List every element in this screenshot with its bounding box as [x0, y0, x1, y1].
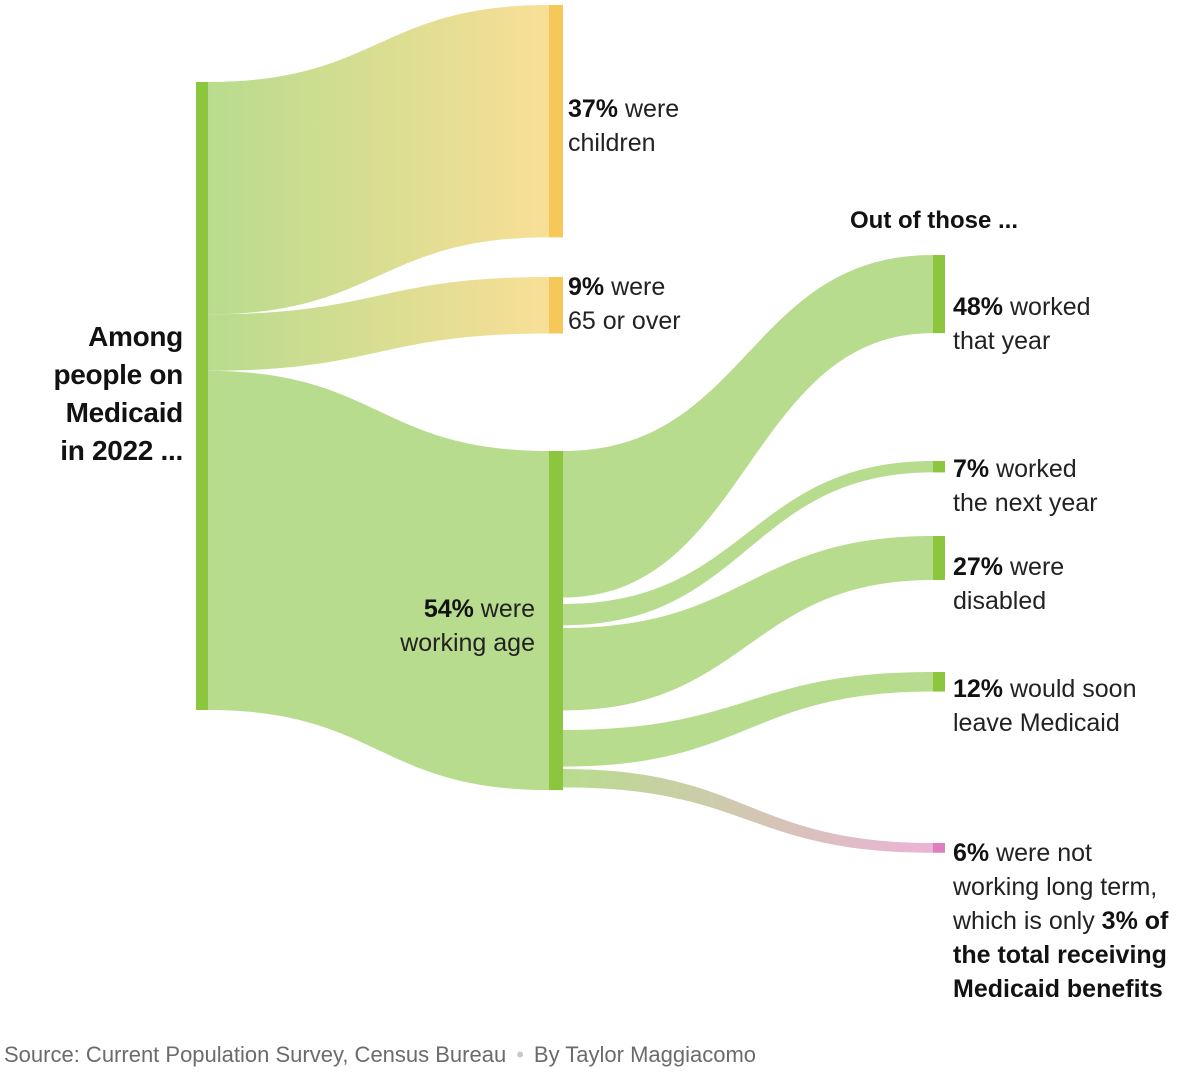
root-label-line-2: people on: [53, 359, 183, 390]
disabled-text-1: were: [1003, 553, 1065, 581]
seniors-text-2: 65 or over: [568, 307, 681, 335]
children-text-2: children: [568, 129, 656, 157]
working-age-text-2: working age: [400, 629, 535, 657]
root-label-line-3: Medicaid: [65, 397, 184, 428]
not-working-text-3: which is only: [953, 907, 1102, 935]
not-working-text-4: the total receiving: [953, 941, 1167, 969]
node-working-age: [549, 451, 563, 791]
flow-worked-next-year: [563, 461, 933, 626]
node-leave-medicaid: [933, 672, 945, 692]
flow-worked-that-year: [563, 255, 933, 598]
not-working-label: 6% were not working long term, which is …: [953, 836, 1168, 1006]
flow-working-age: [208, 370, 549, 791]
disabled-label: 27% were disabled: [953, 550, 1064, 618]
node-worked-next-year: [933, 461, 945, 473]
flow-not-working: [563, 769, 933, 853]
not-working-text-5: Medicaid benefits: [953, 975, 1163, 1003]
root-label-line-4: in 2022 ...: [60, 435, 183, 466]
node-worked-that-year: [933, 255, 945, 334]
worked-that-year-text-2: that year: [953, 327, 1051, 355]
node-root: [196, 82, 208, 710]
footer-separator: •: [516, 1042, 524, 1067]
node-children: [549, 5, 563, 238]
flow-children: [208, 5, 549, 315]
footer: Source: Current Population Survey, Censu…: [4, 1042, 756, 1068]
seniors-pct: 9%: [568, 273, 605, 301]
not-working-text-2: working long term,: [953, 873, 1158, 901]
worked-that-year-text-1: worked: [1003, 293, 1091, 321]
worked-next-year-pct: 7%: [953, 455, 990, 483]
leave-medicaid-text-2: leave Medicaid: [953, 709, 1120, 737]
subheading: Out of those ...: [850, 207, 1018, 234]
root-label: Among people on Medicaid in 2022 ...: [53, 318, 183, 470]
byline: By Taylor Maggiacomo: [533, 1042, 757, 1067]
node-not-working: [933, 843, 945, 853]
children-label: 37% were children: [568, 92, 679, 160]
not-working-pct: 6%: [953, 839, 990, 867]
not-working-text-3-bold: 3% of: [1101, 907, 1169, 935]
working-age-text-1: were: [473, 595, 535, 623]
worked-next-year-text-2: the next year: [953, 489, 1098, 517]
worked-next-year-label: 7% worked the next year: [953, 452, 1098, 520]
node-seniors: [549, 277, 563, 334]
leave-medicaid-label: 12% would soon leave Medicaid: [953, 672, 1136, 740]
seniors-text-1: were: [604, 273, 666, 301]
seniors-label: 9% were 65 or over: [568, 270, 681, 338]
children-text-1: were: [618, 95, 680, 123]
disabled-pct: 27%: [953, 553, 1004, 581]
disabled-text-2: disabled: [953, 587, 1047, 615]
source-credit: Source: Current Population Survey, Censu…: [4, 1042, 507, 1067]
node-disabled: [933, 536, 945, 580]
worked-that-year-pct: 48%: [953, 293, 1004, 321]
working-age-label: 54% were working age: [400, 592, 535, 660]
worked-that-year-label: 48% worked that year: [953, 290, 1091, 358]
worked-next-year-text-1: worked: [989, 455, 1077, 483]
flow-leave-medicaid: [563, 672, 933, 767]
children-pct: 37%: [568, 95, 619, 123]
root-label-line-1: Among: [88, 321, 183, 352]
flow-seniors: [208, 277, 549, 371]
working-age-pct: 54%: [423, 595, 474, 623]
leave-medicaid-pct: 12%: [953, 675, 1004, 703]
leave-medicaid-text-1: would soon: [1003, 675, 1137, 703]
not-working-text-1: were not: [989, 839, 1092, 867]
flow-disabled: [563, 536, 933, 711]
